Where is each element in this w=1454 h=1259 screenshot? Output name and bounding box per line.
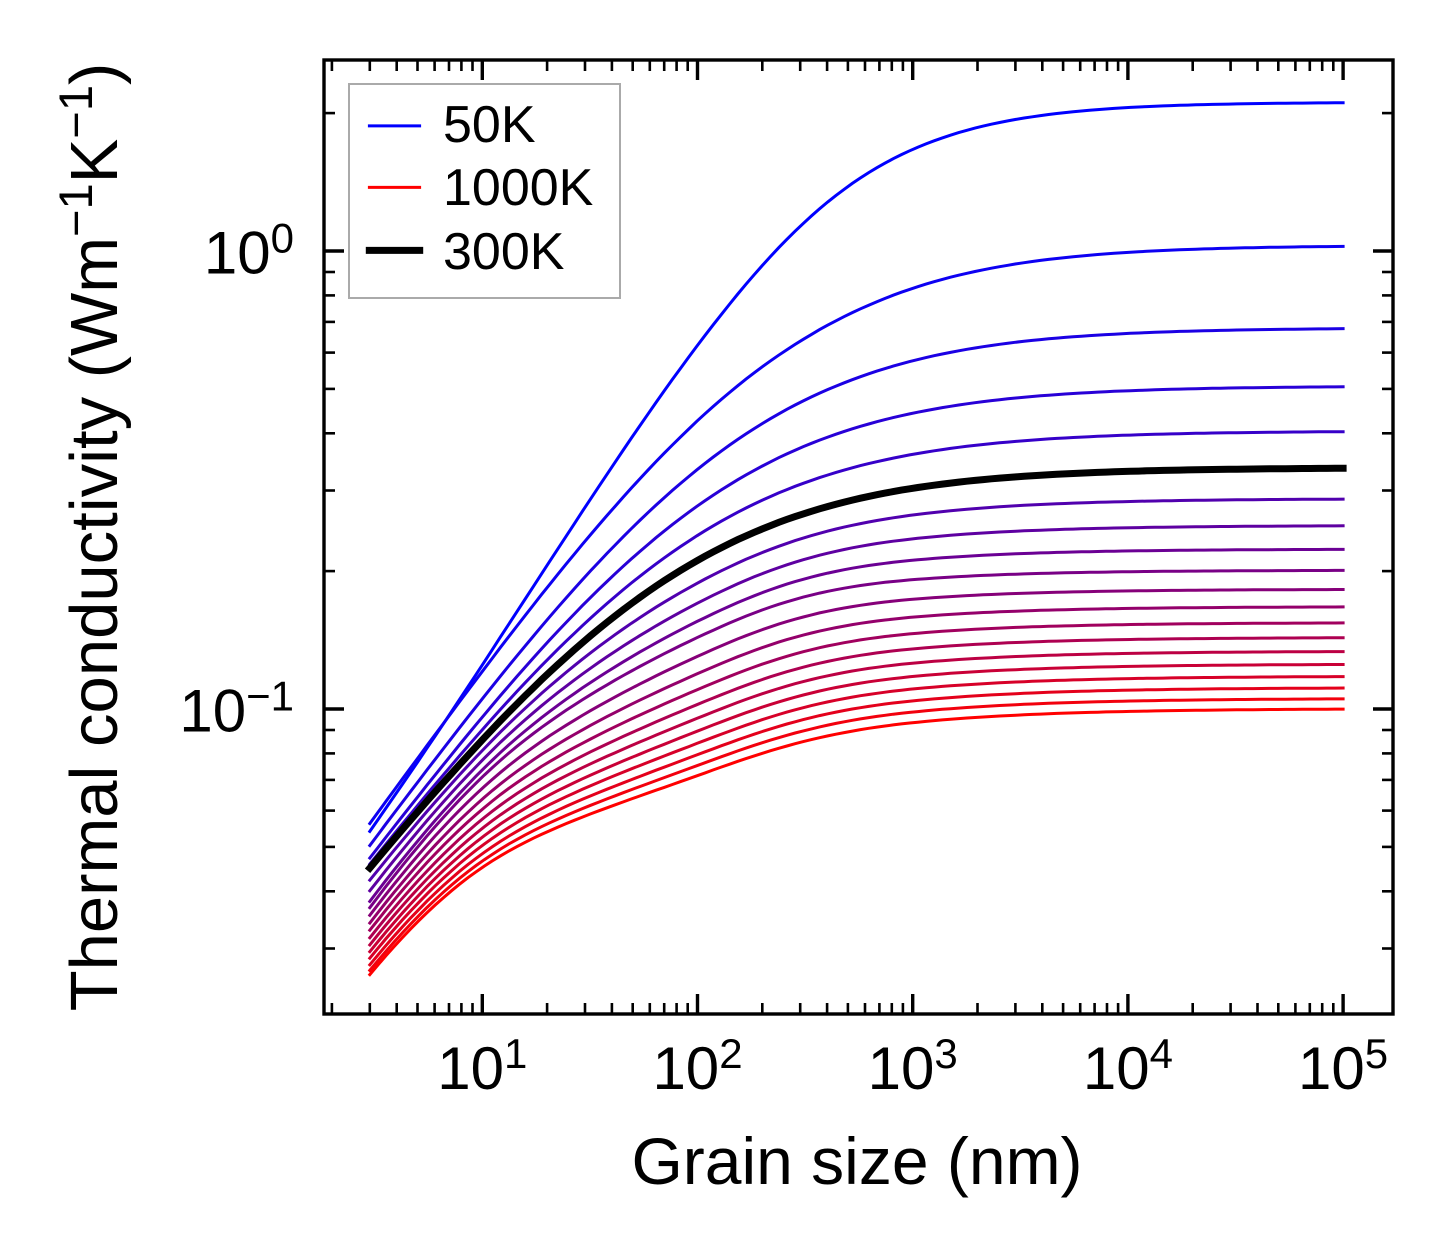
svg-text:50K: 50K <box>443 96 536 154</box>
svg-text:1000K: 1000K <box>443 159 594 217</box>
svg-text:300K: 300K <box>443 223 565 281</box>
svg-text:Grain size (nm): Grain size (nm) <box>631 1124 1082 1198</box>
